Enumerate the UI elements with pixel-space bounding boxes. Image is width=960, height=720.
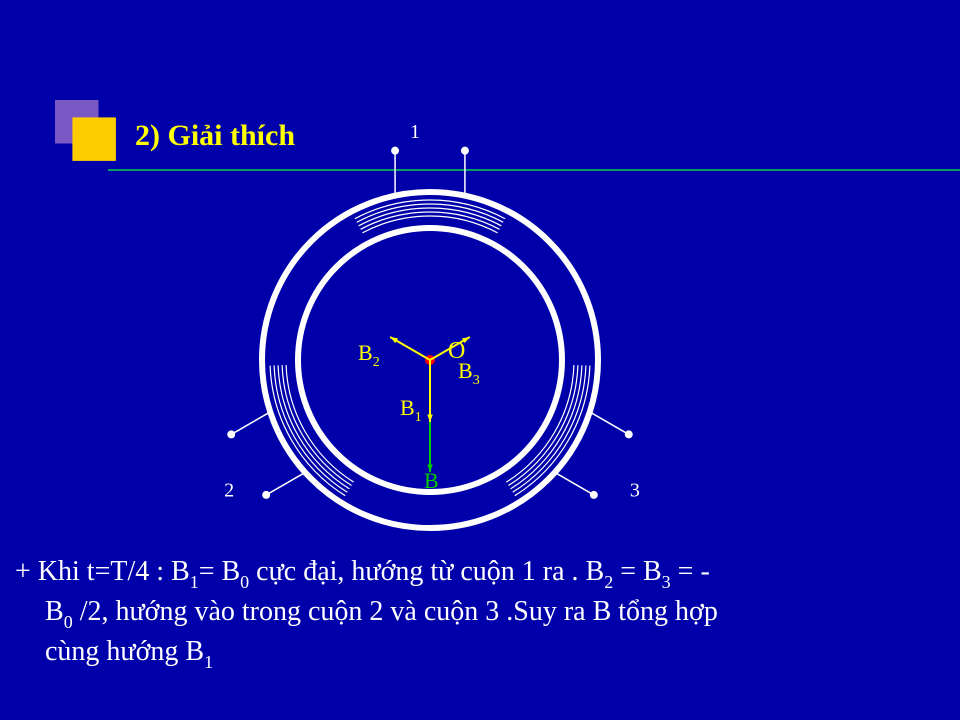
slide-root: 2) Giải thích123OBB1B2B3+ Khi t=T/4 : B1… (0, 0, 960, 720)
body-line-2: B0 /2, hướng vào trong cuộn 2 và cuộn 3 … (45, 596, 718, 632)
bullet-bottom (72, 117, 116, 160)
coil-label-2: 2 (224, 480, 234, 502)
heading: 2) Giải thích (135, 119, 295, 152)
svg-text:B: B (424, 468, 439, 493)
body-line-3: cùng hướng B1 (45, 636, 213, 672)
coil-label-1: 1 (410, 121, 420, 143)
slide-svg: 2) Giải thích123OBB1B2B3+ Khi t=T/4 : B1… (0, 0, 960, 720)
coil-label-3: 3 (630, 480, 640, 502)
